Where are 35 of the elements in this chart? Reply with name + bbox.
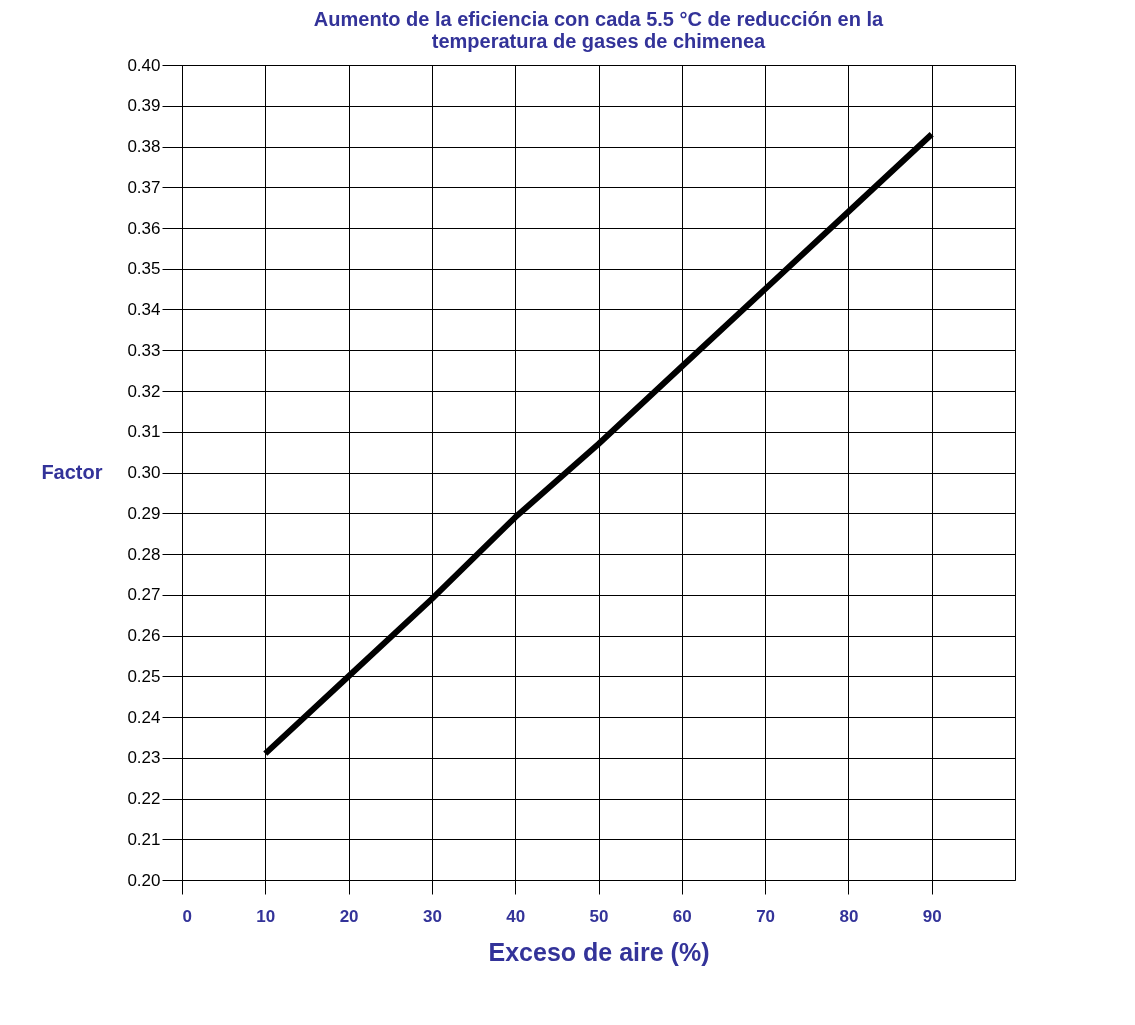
y-tick-label: 0.30	[127, 463, 161, 482]
y-tick-label: 0.25	[127, 666, 161, 686]
x-tick-label: 80	[839, 906, 859, 926]
y-tick-label: 0.24	[127, 707, 161, 727]
x-tick-label: 70	[756, 906, 776, 926]
text: temperatura de gases de chimenea	[431, 30, 766, 52]
y-tick-label: 0.32	[127, 381, 161, 401]
y-tick-label: 0.38	[127, 137, 161, 156]
x-tick-label: 40	[506, 906, 526, 926]
y-tick-label: 0.26	[127, 626, 161, 645]
x-tick-label: 50	[589, 906, 609, 926]
x-tick-label: 30	[422, 906, 442, 926]
y-tick-label: 0.37	[127, 177, 161, 197]
y-tick-label: 0.29	[127, 503, 161, 523]
y-tick-label: 0.27	[127, 585, 161, 605]
y-tick-label: 0.40	[127, 55, 161, 75]
y-tick-label: 0.23	[127, 748, 161, 768]
y-tick-label: 0.36	[127, 218, 161, 238]
x-axis-title: Exceso de aire (%)	[488, 937, 710, 966]
y-tick-label: 0.33	[127, 340, 161, 360]
x-tick-label: 20	[339, 906, 359, 926]
y-tick-label: 0.31	[127, 422, 161, 442]
y-tick-label: 0.20	[127, 870, 161, 890]
y-tick-label: 0.35	[127, 259, 161, 279]
y-tick-label: 0.34	[127, 300, 161, 319]
y-tick-label: 0.28	[127, 544, 161, 564]
x-tick-label: 0	[182, 906, 192, 926]
y-axis-title: Factor	[41, 461, 103, 483]
y-tick-label: 0.22	[127, 789, 161, 808]
text: Aumento de la eficiencia con cada 5.5 °C de reducción en la	[313, 8, 884, 30]
x-tick-label: 90	[922, 906, 942, 926]
y-tick-label: 0.39	[127, 96, 161, 116]
y-tick-label: 0.21	[127, 829, 161, 849]
x-tick-label: 10	[256, 906, 276, 926]
x-tick-label: 60	[672, 906, 692, 926]
